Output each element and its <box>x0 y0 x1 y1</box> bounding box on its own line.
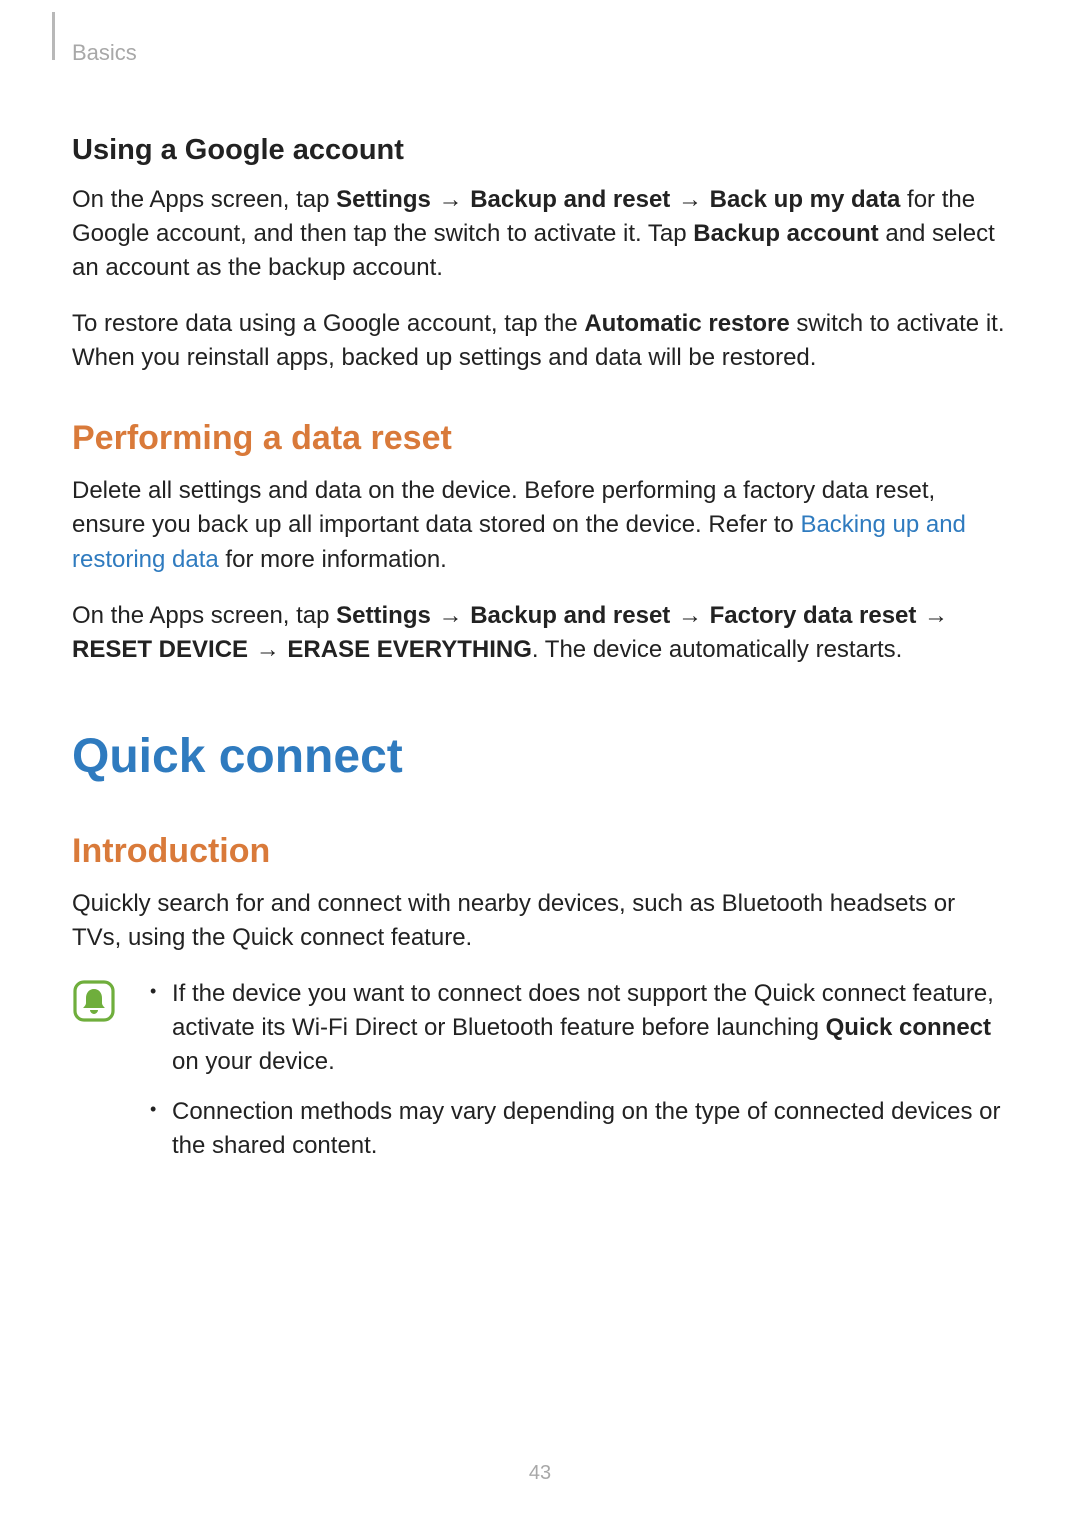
text: On the Apps screen, tap <box>72 602 336 629</box>
document-page: Basics Using a Google account On the App… <box>0 0 1080 1527</box>
page-number: 43 <box>0 1462 1080 1485</box>
paragraph-google-1: On the Apps screen, tap Settings → Backu… <box>72 183 1008 285</box>
arrow-icon: → <box>431 602 470 629</box>
bold-automatic-restore: Automatic restore <box>584 310 789 337</box>
bold-quick-connect: Quick connect <box>826 1014 991 1041</box>
arrow-icon: → <box>670 602 709 629</box>
bold-backup-reset: Backup and reset <box>470 186 670 213</box>
paragraph-intro: Quickly search for and connect with near… <box>72 887 1008 955</box>
note-block: If the device you want to connect does n… <box>72 977 1008 1179</box>
note-item-1: If the device you want to connect does n… <box>146 977 1008 1079</box>
bold-settings: Settings <box>336 602 431 629</box>
note-bell-icon <box>72 979 116 1028</box>
text: . The device automatically restarts. <box>532 636 902 663</box>
page-content: Using a Google account On the Apps scree… <box>72 134 1008 1179</box>
paragraph-reset-1: Delete all settings and data on the devi… <box>72 474 1008 576</box>
bold-settings: Settings <box>336 186 431 213</box>
heading-introduction: Introduction <box>72 832 1008 871</box>
bold-back-up-my-data: Back up my data <box>710 186 901 213</box>
note-list: If the device you want to connect does n… <box>146 977 1008 1179</box>
bold-erase-everything: ERASE EVERYTHING <box>287 636 532 663</box>
header-divider <box>52 12 55 60</box>
arrow-icon: → <box>248 636 287 663</box>
paragraph-reset-2: On the Apps screen, tap Settings → Backu… <box>72 599 1008 667</box>
title-quick-connect: Quick connect <box>72 729 1008 784</box>
arrow-icon: → <box>670 186 709 213</box>
bold-backup-reset: Backup and reset <box>470 602 670 629</box>
note-item-2: Connection methods may vary depending on… <box>146 1095 1008 1163</box>
text: To restore data using a Google account, … <box>72 310 584 337</box>
heading-performing-reset: Performing a data reset <box>72 419 1008 458</box>
paragraph-google-2: To restore data using a Google account, … <box>72 307 1008 375</box>
heading-google-account: Using a Google account <box>72 134 1008 167</box>
bold-reset-device: RESET DEVICE <box>72 636 248 663</box>
bold-factory-data-reset: Factory data reset <box>710 602 917 629</box>
bold-backup-account: Backup account <box>693 220 878 247</box>
arrow-icon: → <box>916 602 949 629</box>
text: for more information. <box>219 546 447 573</box>
breadcrumb: Basics <box>72 40 1008 66</box>
arrow-icon: → <box>431 186 470 213</box>
text: On the Apps screen, tap <box>72 186 336 213</box>
text: on your device. <box>172 1048 335 1075</box>
